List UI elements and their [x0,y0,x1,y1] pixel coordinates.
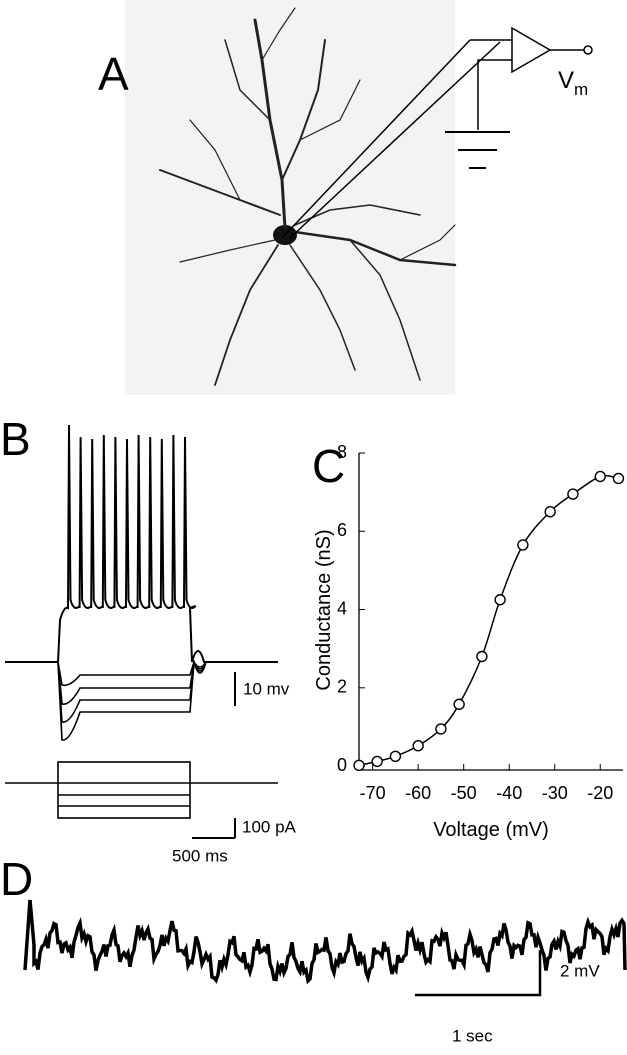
panel-label: A [98,48,129,100]
x-tick-label: -70 [360,783,386,803]
data-point [371,755,383,768]
micrograph-background [125,0,455,395]
data-point [544,506,556,518]
amplifier-label-subscript: m [574,80,588,99]
scale-bar [192,672,236,839]
hyperpolarized-trace [57,661,278,741]
x-axis-title: Voltage (mV) [433,819,549,841]
y-tick-label: 6 [337,520,347,540]
scale-bar-label: 10 mv [243,679,290,698]
x-tick-label: -20 [587,783,613,803]
x-tick-label: -40 [496,783,522,803]
hyperpolarized-trace [57,660,278,687]
x-tick-label: -60 [405,783,431,803]
amplifier-label: Vm [558,67,588,99]
data-point [567,488,579,500]
y-tick-label: 2 [337,677,347,697]
neuron [159,7,457,386]
conductance-chart: 0 2 4 6 8 -70 -60 -50 -40 -30 -20 [337,442,625,803]
data-point [517,539,529,551]
panel-label: C [312,440,345,492]
current-steps [5,761,278,819]
scale-bar-label: 100 pA [242,817,297,836]
data-point [389,750,402,763]
panel-label: B [0,413,31,465]
data-point [453,698,465,710]
panel-label: D [0,853,33,905]
scale-bar [415,950,542,997]
amplifier-label-main: V [558,67,574,94]
y-tick-label: 8 [337,442,347,462]
x-tick-label: -30 [542,783,568,803]
data-point [476,650,488,663]
scale-bar-label: 2 mV [560,961,600,980]
depolarized-trace [5,424,278,663]
data-point [612,472,625,485]
voltage-traces [5,424,278,741]
scale-bar-label: 1 sec [452,1026,493,1045]
data-point [594,470,606,483]
scale-bar-label: 500 ms [172,846,228,865]
y-axis-title: Conductance (nS) [313,529,335,690]
data-point [412,740,424,752]
membrane-noise-trace [23,899,627,985]
data-point [353,759,365,772]
recording-setup [281,26,593,239]
data-point [435,723,447,735]
hyperpolarized-trace [57,659,278,705]
y-tick-label: 0 [337,755,347,775]
fit-line [358,474,619,767]
data-point [494,594,506,606]
y-tick-label: 4 [337,598,347,618]
x-tick-label: -50 [451,783,477,803]
